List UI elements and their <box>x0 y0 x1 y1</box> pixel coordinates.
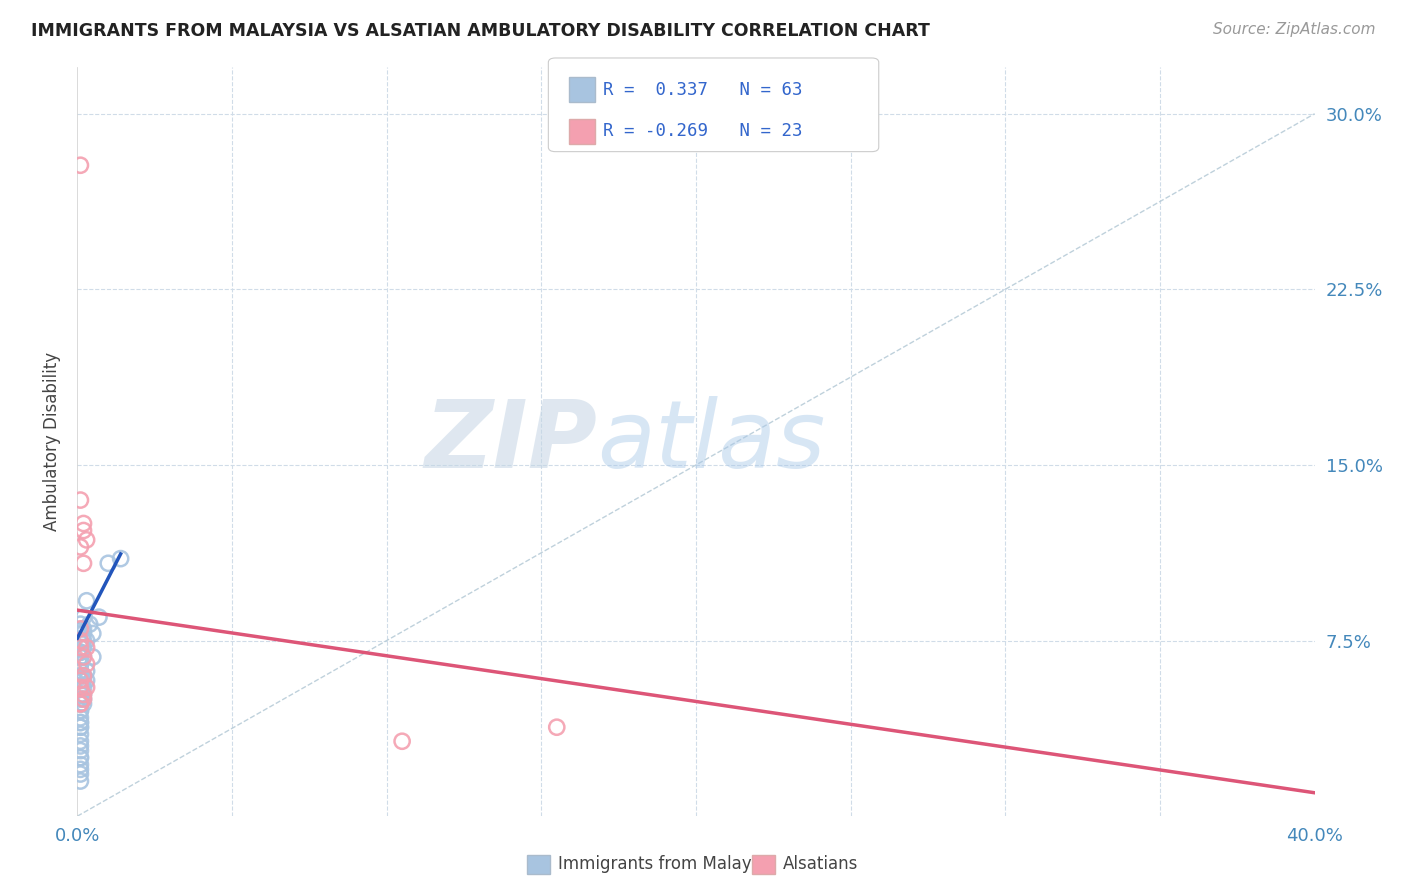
Point <box>72 649 94 664</box>
Point <box>82 626 104 640</box>
Point <box>69 669 91 683</box>
Point <box>72 640 94 655</box>
Point <box>69 649 91 664</box>
Point <box>69 750 91 764</box>
Point <box>69 727 91 741</box>
Point <box>69 704 91 718</box>
Text: ZIP: ZIP <box>425 395 598 488</box>
Text: R =  0.337   N = 63: R = 0.337 N = 63 <box>603 80 803 98</box>
Point <box>69 734 91 748</box>
Point <box>69 645 91 659</box>
Point <box>72 687 94 701</box>
Point <box>72 516 94 531</box>
Point <box>72 649 94 664</box>
Point <box>69 673 91 688</box>
Point <box>76 681 98 695</box>
Point <box>69 664 91 678</box>
Point <box>69 673 91 688</box>
Point <box>69 664 91 678</box>
Point <box>69 715 91 730</box>
Point <box>76 633 98 648</box>
Point <box>69 744 91 758</box>
Point <box>69 626 91 640</box>
Point <box>87 610 110 624</box>
Point <box>69 704 91 718</box>
Point <box>69 757 91 772</box>
Point <box>69 697 91 711</box>
Text: Alsatians: Alsatians <box>783 855 859 873</box>
Point <box>72 669 94 683</box>
Point <box>76 657 98 671</box>
Point <box>69 762 91 776</box>
Point <box>72 697 94 711</box>
Point <box>69 158 91 172</box>
Point <box>69 617 91 632</box>
Point <box>72 557 94 571</box>
Point <box>69 681 91 695</box>
Point <box>69 774 91 789</box>
Point <box>72 692 94 706</box>
Point <box>76 640 98 655</box>
Point <box>76 533 98 547</box>
Point <box>69 657 91 671</box>
Point <box>82 649 104 664</box>
Point <box>69 697 91 711</box>
Point <box>72 669 94 683</box>
Point <box>72 681 94 695</box>
Point <box>69 649 91 664</box>
Point <box>69 673 91 688</box>
Point <box>76 673 98 688</box>
Point <box>69 681 91 695</box>
Point <box>97 557 120 571</box>
Text: IMMIGRANTS FROM MALAYSIA VS ALSATIAN AMBULATORY DISABILITY CORRELATION CHART: IMMIGRANTS FROM MALAYSIA VS ALSATIAN AMB… <box>31 22 929 40</box>
Point <box>72 633 94 648</box>
Point <box>69 540 91 554</box>
Point <box>72 687 94 701</box>
Point <box>79 617 101 632</box>
Point <box>72 626 94 640</box>
Point <box>546 720 568 734</box>
Point <box>69 720 91 734</box>
Point <box>69 657 91 671</box>
Point <box>72 673 94 688</box>
Point <box>69 697 91 711</box>
Point <box>69 640 91 655</box>
Text: Source: ZipAtlas.com: Source: ZipAtlas.com <box>1212 22 1375 37</box>
Point <box>69 767 91 781</box>
Point <box>69 750 91 764</box>
Point <box>72 610 94 624</box>
Text: atlas: atlas <box>598 396 825 487</box>
Point <box>69 692 91 706</box>
Point <box>69 715 91 730</box>
Point <box>69 636 91 650</box>
Point <box>69 687 91 701</box>
Text: R = -0.269   N = 23: R = -0.269 N = 23 <box>603 122 803 140</box>
Point <box>72 622 94 636</box>
Point <box>76 664 98 678</box>
Point <box>69 681 91 695</box>
Point <box>69 493 91 508</box>
Y-axis label: Ambulatory Disability: Ambulatory Disability <box>44 352 62 531</box>
Point <box>69 697 91 711</box>
Point <box>69 640 91 655</box>
Point <box>72 524 94 538</box>
Point <box>72 669 94 683</box>
Point <box>391 734 413 748</box>
Text: Immigrants from Malaysia: Immigrants from Malaysia <box>558 855 775 873</box>
Point <box>76 594 98 608</box>
Point <box>69 645 91 659</box>
Point <box>69 622 91 636</box>
Point <box>69 633 91 648</box>
Point <box>69 739 91 753</box>
Point <box>69 657 91 671</box>
Point <box>110 551 132 566</box>
Point <box>69 720 91 734</box>
Point <box>72 692 94 706</box>
Point <box>69 681 91 695</box>
Point <box>69 711 91 725</box>
